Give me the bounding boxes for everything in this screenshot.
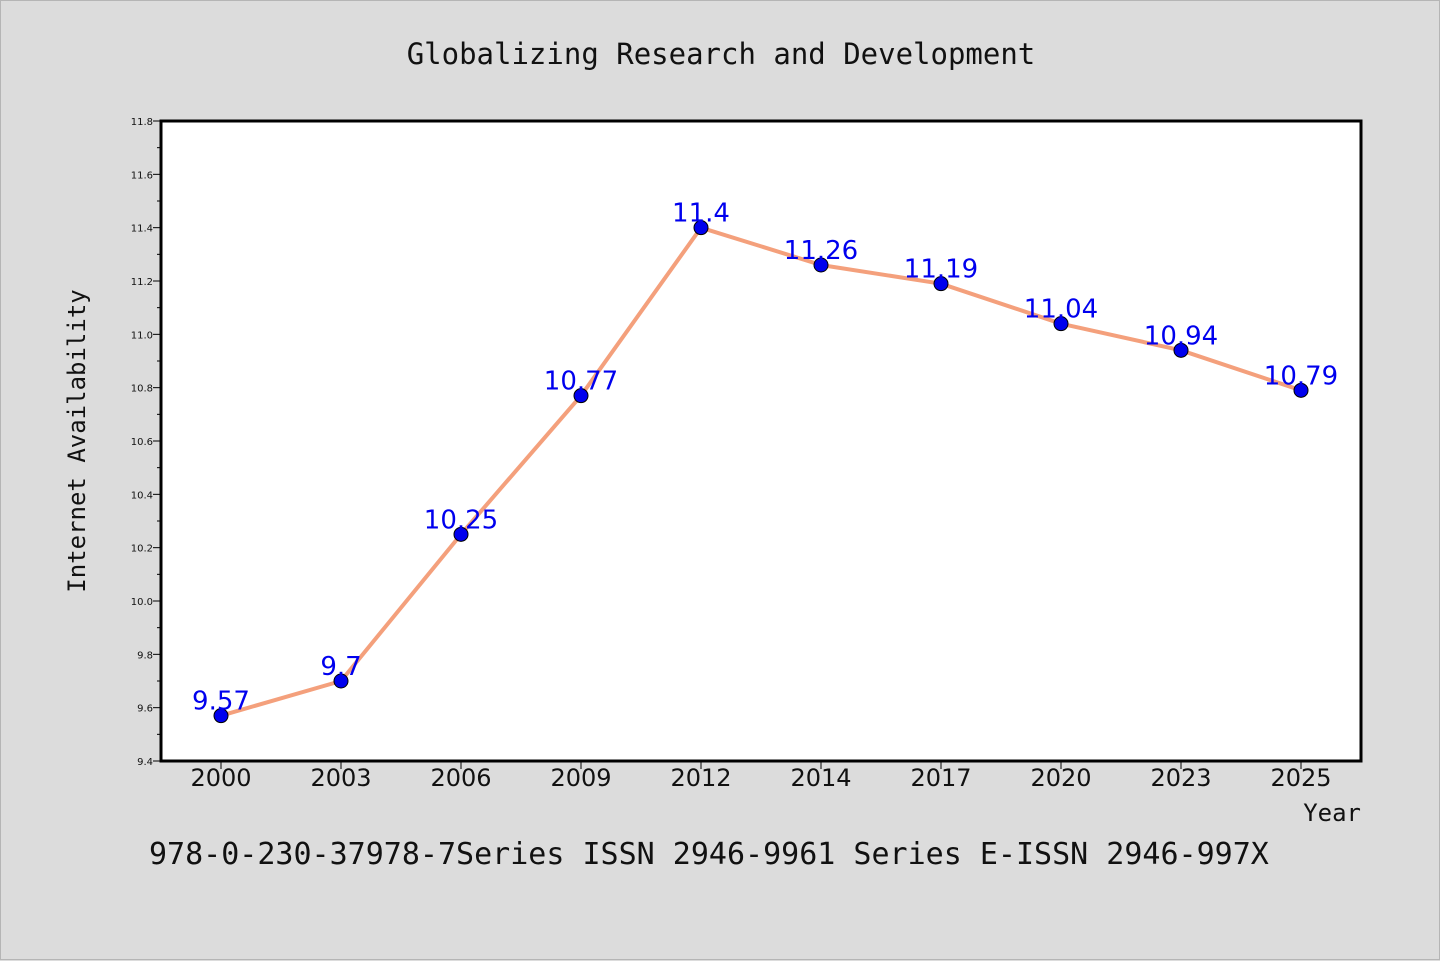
data-point (693, 220, 709, 236)
y-axis: 9.4 9.6 9.8 10.0 10.2 10.4 10.6 10.8 11.0 11.2 11.… (131, 117, 161, 768)
x-tick-label: 2006 (430, 764, 491, 792)
data-label: 9.7 (320, 652, 361, 682)
data-label: 11.4 (672, 199, 730, 229)
data-label: 10.77 (544, 367, 618, 397)
data-point (573, 388, 589, 404)
x-tick-label: 2017 (910, 764, 971, 792)
data-point (933, 276, 949, 292)
y-tick-label: 10.6 (131, 437, 153, 448)
y-tick-label: 10.2 (131, 544, 153, 555)
x-tick-label: 2025 (1270, 764, 1331, 792)
series-layer (213, 220, 1309, 724)
y-tick-label: 10.8 (131, 384, 153, 395)
x-axis-label: Year (1303, 799, 1361, 827)
y-tick-label: 10.0 (131, 597, 153, 608)
y-tick-label: 11.0 (131, 330, 153, 341)
x-tick-label: 2003 (310, 764, 371, 792)
data-point (453, 526, 469, 542)
x-tick-label: 2012 (670, 764, 731, 792)
x-axis: 2000 2003 2006 2009 2012 2014 2017 2020 2023 2025 (190, 761, 1332, 792)
x-tick-label: 2000 (190, 764, 251, 792)
x-tick-label: 2014 (790, 764, 851, 792)
y-axis-label: Internet Availability (63, 289, 91, 592)
data-point (1173, 342, 1189, 358)
data-label: 10.25 (424, 505, 498, 535)
data-labels-layer: 9.57 9.7 10.25 10.77 11.4 11.26 11.19 11.04 10.9… (192, 199, 1338, 717)
data-point (1293, 382, 1309, 398)
y-tick-label: 10.4 (131, 490, 153, 501)
data-point (1053, 316, 1069, 332)
data-label: 9.57 (192, 687, 250, 717)
data-label: 10.94 (1144, 321, 1218, 351)
data-label: 11.04 (1024, 295, 1098, 325)
data-point (333, 673, 349, 689)
data-label: 11.19 (904, 255, 978, 285)
y-tick-label: 9.6 (137, 704, 153, 715)
y-tick-label: 11.2 (131, 277, 153, 288)
data-label: 11.26 (784, 236, 858, 266)
chart-title: Globalizing Research and Development (407, 37, 1036, 71)
data-label: 10.79 (1264, 361, 1338, 391)
x-tick-label: 2023 (1150, 764, 1211, 792)
series-line (220, 225, 1302, 718)
y-tick-label: 9.4 (137, 757, 153, 768)
y-tick-label: 9.8 (137, 650, 153, 661)
y-tick-label: 11.8 (131, 117, 153, 128)
y-tick-label: 11.6 (131, 170, 153, 181)
y-tick-label: 11.4 (131, 224, 153, 235)
x-tick-label: 2009 (550, 764, 611, 792)
data-point (213, 708, 229, 724)
x-tick-label: 2020 (1030, 764, 1091, 792)
data-point (813, 257, 829, 273)
isbn-issn-footer: 978-0-230-37978-7Series ISSN 2946-9961 S… (149, 837, 1269, 872)
